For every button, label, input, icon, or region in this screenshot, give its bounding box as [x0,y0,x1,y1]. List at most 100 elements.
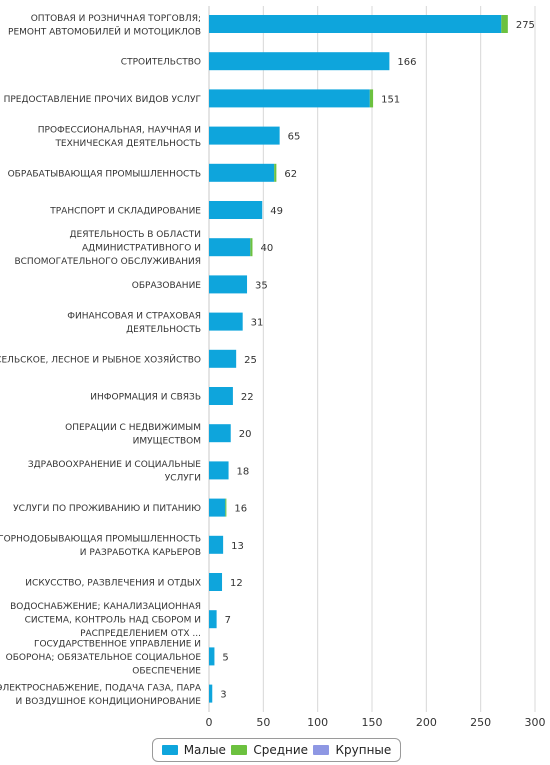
category-label: УСЛУГИ ПО ПРОЖИВАНИЮ И ПИТАНИЮ [13,504,201,514]
category-label-line: ГОРНОДОБЫВАЮЩАЯ ПРОМЫШЛЕННОСТЬ [0,535,201,545]
x-tick-label: 200 [416,716,437,729]
category-label-line: ДЕЯТЕЛЬНОСТЬ В ОБЛАСТИ [70,230,202,240]
bar-segment-medium[interactable] [250,238,253,257]
bar-segment-small[interactable] [209,610,217,629]
bar-segment-small[interactable] [209,535,224,554]
category-label: ОБРАЗОВАНИЕ [132,281,202,291]
bar-segment-medium[interactable] [225,498,227,517]
category-label: ГОРНОДОБЫВАЮЩАЯ ПРОМЫШЛЕННОСТЬ И РАЗРАБОТ… [0,535,201,559]
bar-segment-small[interactable] [209,498,226,517]
category-label: ФИНАНСОВАЯ И СТРАХОВАЯ ДЕЯТЕЛЬНОСТЬ [67,311,201,335]
value-label: 12 [230,578,243,589]
value-label: 31 [251,318,264,329]
bar-segment-medium[interactable] [274,163,277,182]
bar-segment-small[interactable] [209,15,502,33]
category-label: ИНФОРМАЦИЯ И СВЯЗЬ [90,393,201,403]
category-label: ВОДОСНАБЖЕНИЕ; КАНАЛИЗАЦИОННАЯ СИСТЕМА, К… [10,602,201,639]
value-label: 62 [284,169,297,180]
bar-segment-small[interactable] [209,52,390,71]
value-label: 275 [516,20,535,31]
category-label-line: И ВОЗДУШНОЕ КОНДИЦИОНИРОВАНИЕ [16,697,202,707]
bar-segment-small[interactable] [209,684,213,703]
category-label-line: СИСТЕМА, КОНТРОЛЬ НАД СБОРОМ И [25,616,201,626]
category-label-line: ФИНАНСОВАЯ И СТРАХОВАЯ [67,311,201,321]
value-labels: 275 166 151 65 62 49 40 35 31 25 22 20 18 16 13 12 7 5 3 [220,20,535,701]
bar-segment-small[interactable] [209,461,229,480]
legend: Малые Средние Крупные [152,738,401,762]
bar-segment-small[interactable] [209,312,243,331]
bar-segment-small[interactable] [209,349,237,368]
bar-segment-small[interactable] [209,201,263,219]
category-label-line: РАСПРЕДЕЛЕНИЕМ ОТХ ... [80,629,201,639]
x-tick-label: 50 [256,716,270,729]
category-label-line: ВОДОСНАБЖЕНИЕ; КАНАЛИЗАЦИОННАЯ [10,602,201,612]
legend-label-small: Малые [183,743,226,757]
x-tick-label: 300 [525,716,546,729]
value-label: 40 [260,243,273,254]
x-tick-label: 150 [362,716,383,729]
value-label: 151 [381,94,400,105]
value-label: 5 [222,652,228,663]
x-tick-label: 100 [307,716,328,729]
category-label: ОПТОВАЯ И РОЗНИЧНАЯ ТОРГОВЛЯ; РЕМОНТ АВТО… [8,14,201,38]
category-label-line: ИСКУССТВО, РАЗВЛЕЧЕНИЯ И ОТДЫХ [25,579,201,589]
bar-segment-small[interactable] [209,387,233,405]
category-label-line: УСЛУГИ ПО ПРОЖИВАНИЮ И ПИТАНИЮ [13,504,201,514]
value-label: 22 [241,392,254,403]
value-label: 65 [288,132,301,143]
category-label-line: СЕЛЬСКОЕ, ЛЕСНОЕ И РЫБНОЕ ХОЗЯЙСТВО [0,353,201,365]
bar-segment-small[interactable] [209,275,248,294]
bar-segment-small[interactable] [209,89,370,108]
value-label: 16 [234,504,247,515]
value-label: 13 [231,541,244,552]
category-label-line: ИМУЩЕСТВОМ [133,436,201,446]
legend-label-large: Крупные [335,743,392,757]
legend-item-medium[interactable]: Средние [231,743,308,757]
legend-item-small[interactable]: Малые [161,743,226,757]
category-label: СЕЛЬСКОЕ, ЛЕСНОЕ И РЫБНОЕ ХОЗЯЙСТВО [0,353,201,365]
bar-segment-medium[interactable] [369,89,374,108]
legend-item-large[interactable]: Крупные [313,743,391,757]
category-label-line: ИНФОРМАЦИЯ И СВЯЗЬ [90,393,201,403]
bar-segment-small[interactable] [209,647,215,666]
bar-segment-medium[interactable] [501,15,508,33]
category-label-line: ОБОРОНА; ОБЯЗАТЕЛЬНОЕ СОЦИАЛЬНОЕ [6,653,202,663]
category-label-line: ПРЕДОСТАВЛЕНИЕ ПРОЧИХ ВИДОВ УСЛУГ [4,95,201,105]
category-label-line: ВСПОМОГАТЕЛЬНОГО ОБСЛУЖИВАНИЯ [14,257,201,267]
category-label: ОБРАБАТЫВАЮЩАЯ ПРОМЫШЛЕННОСТЬ [8,169,201,179]
category-label: ТРАНСПОРТ И СКЛАДИРОВАНИЕ [49,207,201,217]
bar-segment-small[interactable] [209,126,280,145]
category-label-line: ОБРАБАТЫВАЮЩАЯ ПРОМЫШЛЕННОСТЬ [8,169,201,179]
category-label: СТРОИТЕЛЬСТВО [121,58,201,68]
legend-label-medium: Средние [253,743,309,757]
value-label: 3 [220,690,226,701]
category-label-line: ПРОФЕССИОНАЛЬНАЯ, НАУЧНАЯ И [38,125,201,135]
category-label: ГОСУДАРСТВЕННОЕ УПРАВЛЕНИЕ И ОБОРОНА; ОБЯ… [6,639,202,676]
category-label-line: ГОСУДАРСТВЕННОЕ УПРАВЛЕНИЕ И [34,639,201,649]
category-label-line: ОПТОВАЯ И РОЗНИЧНАЯ ТОРГОВЛЯ; [31,14,201,24]
legend-swatch-small [161,745,178,755]
category-label: ПРОФЕССИОНАЛЬНАЯ, НАУЧНАЯ И ТЕХНИЧЕСКАЯ Д… [38,125,201,149]
bar-segment-small[interactable] [209,573,223,591]
category-labels: ОПТОВАЯ И РОЗНИЧНАЯ ТОРГОВЛЯ; РЕМОНТ АВТО… [0,14,202,707]
category-label: ЗДРАВООХРАНЕНИЕ И СОЦИАЛЬНЫЕ УСЛУГИ [28,460,201,484]
category-label-line: ОБРАЗОВАНИЕ [132,281,202,291]
category-label-line: И РАЗРАБОТКА КАРЬЕРОВ [80,548,201,558]
value-label: 35 [255,280,268,291]
value-label: 18 [237,466,250,477]
category-label-line: РЕМОНТ АВТОМОБИЛЕЙ И МОТОЦИКЛОВ [8,25,201,37]
grid-lines [208,6,536,712]
bar-segment-small[interactable] [209,238,251,257]
category-label: ЭЛЕКТРОСНАБЖЕНИЕ, ПОДАЧА ГАЗА, ПАРА И ВОЗ… [0,683,202,707]
bar-segment-small[interactable] [209,424,231,443]
x-tick-label: 0 [206,716,213,729]
category-label-line: ОПЕРАЦИИ С НЕДВИЖИМЫМ [65,423,201,433]
bars [209,15,508,703]
value-label: 7 [225,615,231,626]
legend-swatch-medium [231,745,248,755]
category-label-line: СТРОИТЕЛЬСТВО [121,58,201,68]
category-label: ИСКУССТВО, РАЗВЛЕЧЕНИЯ И ОТДЫХ [25,579,201,589]
category-label-line: ЭЛЕКТРОСНАБЖЕНИЕ, ПОДАЧА ГАЗА, ПАРА [0,683,202,693]
bar-segment-small[interactable] [209,163,275,182]
x-tick-label: 250 [470,716,491,729]
